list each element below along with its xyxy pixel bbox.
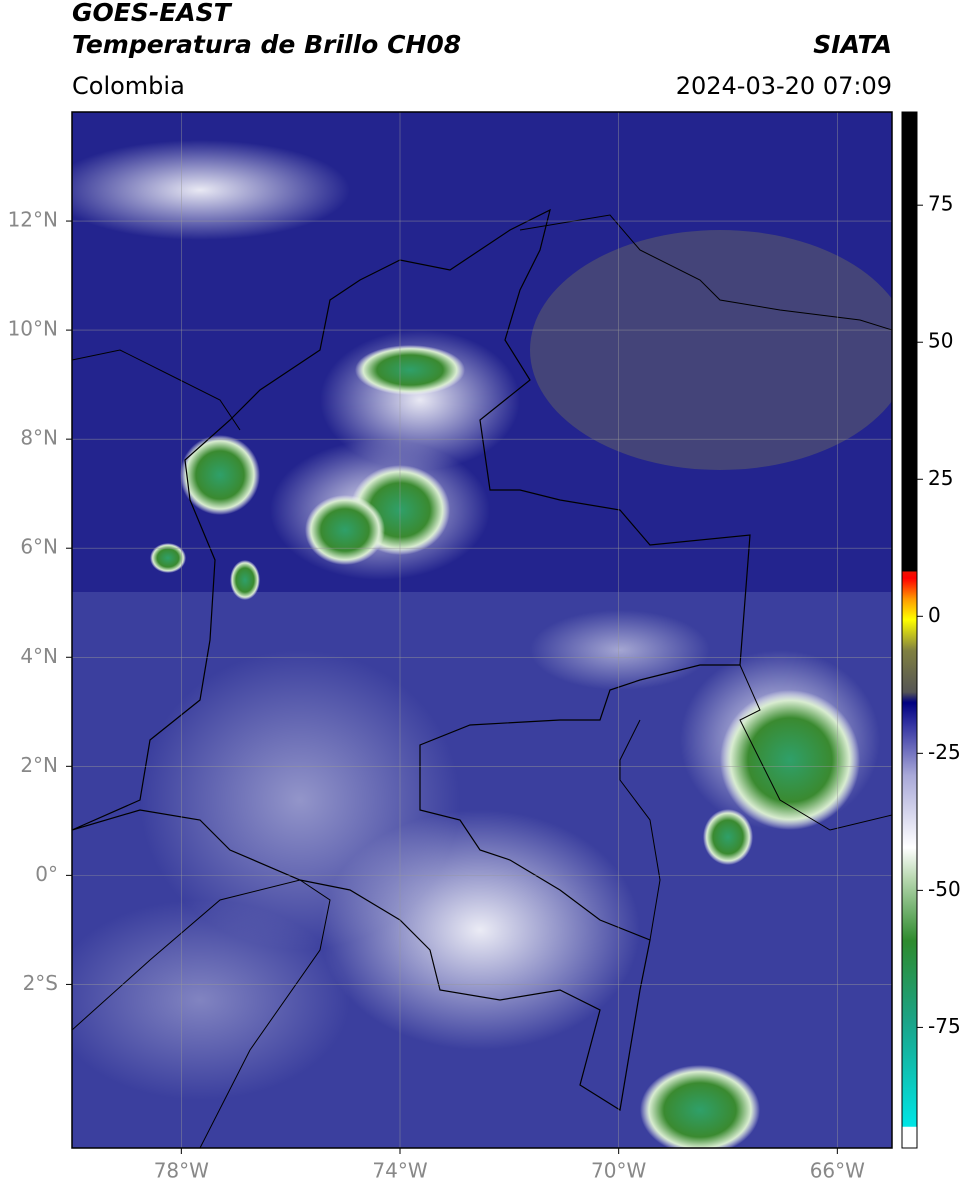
y-tick-label: 6°N [20,535,58,559]
x-tick-label: 66°W [810,1159,865,1183]
dry-area [530,230,892,470]
title: GOES-EAST [72,0,233,27]
y-tick-label: 10°N [8,317,58,341]
storm [180,435,260,515]
region: Colombia [72,72,185,100]
y-tick-label: 4°N [20,644,58,668]
y-tick-label: 2°S [23,971,58,995]
colorbar [901,111,918,1149]
x-tick-label: 70°W [591,1159,646,1183]
border [72,349,892,1148]
cloud [530,610,710,690]
storm [305,495,385,565]
storm [230,560,260,600]
x-tick-label: 74°W [372,1159,427,1183]
y-tick-label: 12°N [8,208,58,232]
colorbar-label: -25 [928,740,961,764]
storm [355,345,465,395]
cloud [140,650,460,950]
y-tick-label: 2°N [20,753,58,777]
subtitle: Temperatura de Brillo CH08 [72,30,461,59]
colorbar-label: 0 [928,603,941,627]
map-frame [71,111,893,1149]
imagery [72,112,892,1148]
colorbar-label: -50 [928,877,961,901]
cloud [72,900,350,1100]
colorbar-label: 75 [928,192,953,216]
storm [640,1065,760,1148]
y-tick-label: 8°N [20,426,58,450]
y-tick-label: 0° [35,862,58,886]
cloud [72,140,350,240]
storm [720,690,860,830]
x-tick-label: 78°W [154,1159,209,1183]
colorbar-label: 25 [928,466,953,490]
storm [703,809,753,865]
datetime: 2024-03-20 07:09 [676,72,892,100]
storm [150,543,186,573]
colorbar-label: -75 [928,1014,961,1038]
source: SIATA [813,30,892,59]
colorbar-label: 50 [928,329,953,353]
grid [72,112,892,1148]
